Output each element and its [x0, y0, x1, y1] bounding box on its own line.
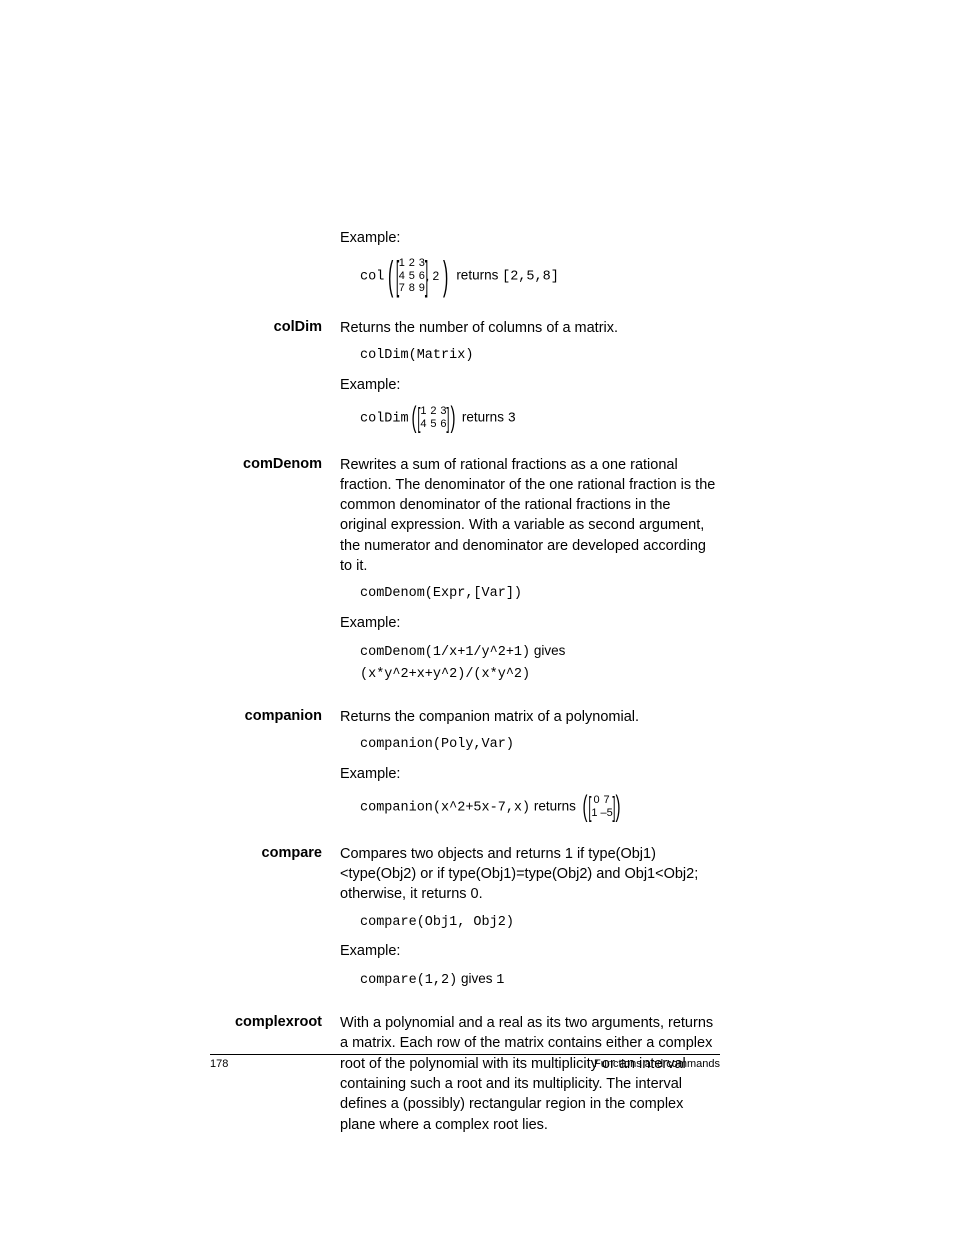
page-footer: 178 Functions and commands [210, 1054, 720, 1070]
section-title: Functions and commands [594, 1058, 720, 1070]
complexroot-label: complexroot [235, 1014, 322, 1030]
coldim-syntax: colDim(Matrix) [360, 346, 720, 366]
page-number: 178 [210, 1058, 228, 1070]
companion-desc: Returns the companion matrix of a polyno… [340, 707, 720, 727]
comdenom-syntax: comDenom(Expr,[Var]) [360, 584, 720, 604]
comdenom-desc: Rewrites a sum of rational fractions as … [340, 455, 720, 577]
compare-desc: Compares two objects and returns 1 if ty… [340, 844, 720, 905]
col-example: col ( [ 123 456 789 ] , 2 ) returns [2,5… [360, 256, 720, 296]
complexroot-desc: With a polynomial and a real as its two … [340, 1013, 720, 1135]
companion-syntax: companion(Poly,Var) [360, 735, 720, 755]
companion-label: companion [245, 708, 322, 724]
compare-example: compare(1,2) gives 1 [360, 969, 720, 991]
companion-example: companion(x^2+5x-7,x) returns ( [ 07 1–5… [360, 792, 720, 822]
compare-label: compare [262, 845, 322, 861]
coldim-label: colDim [274, 319, 322, 335]
example-label: Example: [340, 230, 720, 246]
coldim-desc: Returns the number of columns of a matri… [340, 318, 720, 338]
coldim-example: colDim ( [ 123 456 ] ) returns 3 [360, 403, 720, 433]
comdenom-label: comDenom [243, 456, 322, 472]
compare-syntax: compare(Obj1, Obj2) [360, 913, 720, 933]
comdenom-example: comDenom(1/x+1/y^2+1) gives (x*y^2+x+y^2… [360, 641, 720, 686]
